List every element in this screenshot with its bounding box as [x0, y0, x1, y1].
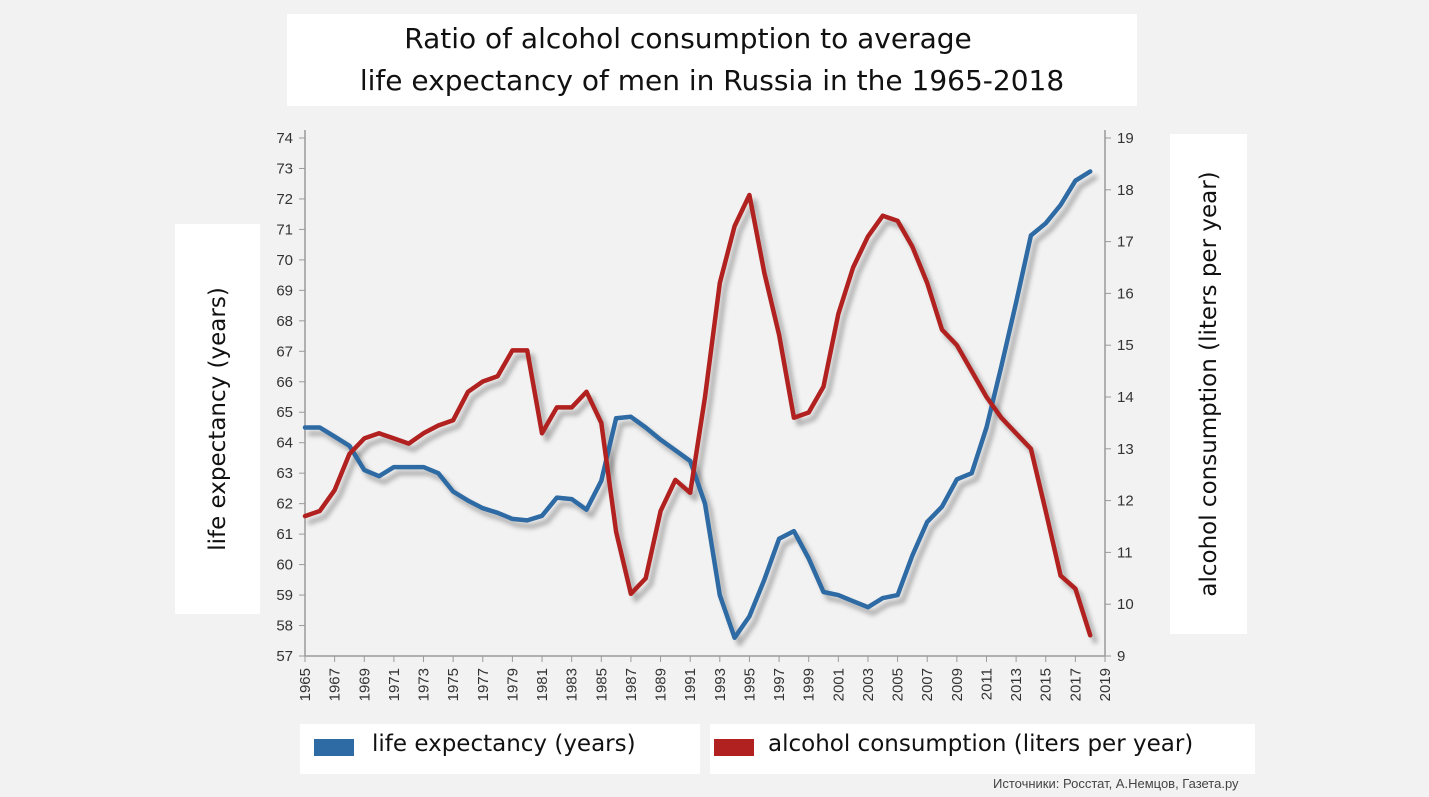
y-left-tick-label: 69: [276, 282, 293, 299]
y-right-tick-label: 9: [1117, 648, 1125, 665]
y-axis-left-label-box: life expectancy (years): [175, 224, 260, 614]
x-tick-label: 1979: [504, 668, 521, 701]
y-right-tick-label: 16: [1117, 285, 1134, 302]
x-tick-label: 2017: [1067, 668, 1084, 701]
alcohol-consumption-line: [302, 192, 1093, 638]
y-left-tick-label: 60: [276, 557, 293, 574]
y-left-tick-label: 59: [276, 587, 293, 604]
y-right-tick-label: 17: [1117, 234, 1134, 251]
x-tick-label: 1997: [771, 668, 788, 701]
legend-swatch-life-expectancy: [314, 739, 354, 756]
y-left-tick-label: 71: [276, 221, 293, 238]
y-axis-right-label: alcohol consumption (liters per year): [1195, 171, 1222, 597]
x-tick-label: 1985: [593, 668, 610, 701]
y-left-tick-label: 63: [276, 465, 293, 482]
x-tick-label: 1969: [356, 668, 373, 701]
y-right-tick-label: 15: [1117, 337, 1134, 354]
y-axis-left-label: life expectancy (years): [204, 287, 231, 551]
source-note: Источники: Росстат, А.Немцов, Газета.ру: [993, 776, 1239, 791]
life-expectancy-line: [302, 169, 1093, 640]
axes: 57 58 59 60 61 62 63 64 65 66 67 68 69 70 71 72 73 74 9 10 1…: [276, 130, 1134, 701]
x-tick-label: 1971: [386, 668, 403, 701]
x-tick-label: 1993: [712, 668, 729, 701]
chart-title-line-2: life expectancy of men in Russia in the …: [359, 64, 1065, 97]
x-tick-label: 1987: [623, 668, 640, 701]
legend-item-alcohol-consumption: alcohol consumption (liters per year): [710, 724, 1255, 774]
y-right-tick-label: 10: [1117, 596, 1134, 613]
x-tick-label: 1995: [741, 668, 758, 701]
legend-label-alcohol-consumption: alcohol consumption (liters per year): [768, 731, 1194, 757]
x-tick-label: 1989: [653, 668, 670, 701]
y-left-tick-label: 72: [276, 191, 293, 208]
y-left-tick-label: 74: [276, 130, 293, 147]
x-tick-label: 2007: [919, 668, 936, 701]
y-left-tick-label: 61: [276, 526, 293, 543]
x-tick-label: 2015: [1038, 668, 1055, 701]
legend-swatch-alcohol-consumption: [714, 739, 754, 756]
x-tick-label: 1973: [416, 668, 433, 701]
y-right-tick-label: 14: [1117, 389, 1134, 406]
x-tick-label: 1981: [534, 668, 551, 701]
y-left-tick-label: 62: [276, 496, 293, 513]
y-left-tick-label: 73: [276, 160, 293, 177]
x-tick-label: 1983: [564, 668, 581, 701]
x-tick-label: 1975: [445, 668, 462, 701]
y-right-tick-label: 11: [1117, 544, 1133, 561]
x-tick-label: 1999: [801, 668, 818, 701]
x-tick-label: 1965: [297, 668, 314, 701]
x-tick-label: 1977: [475, 668, 492, 701]
y-axis-right-label-box: alcohol consumption (liters per year): [1170, 134, 1247, 634]
legend-label-life-expectancy: life expectancy (years): [372, 731, 636, 757]
y-left-tick-label: 68: [276, 313, 293, 330]
chart-title: Ratio of alcohol consumption to average …: [287, 14, 1137, 106]
x-tick-label: 2009: [949, 668, 966, 701]
y-left-tick-label: 66: [276, 374, 293, 391]
x-tick-label: 2001: [830, 668, 847, 701]
x-tick-label: 2005: [890, 668, 907, 701]
y-left-tick-label: 67: [276, 343, 293, 360]
x-tick-label: 1967: [327, 668, 344, 701]
x-tick-label: 2013: [1008, 668, 1025, 701]
x-tick-label: 2019: [1097, 668, 1114, 701]
x-tick-label: 2003: [860, 668, 877, 701]
y-left-tick-label: 57: [276, 648, 293, 665]
y-right-tick-label: 13: [1117, 441, 1134, 458]
y-right-tick-label: 12: [1117, 493, 1134, 510]
x-tick-label: 1991: [682, 668, 699, 701]
chart-title-line-1: Ratio of alcohol consumption to average: [404, 22, 972, 55]
y-left-tick-label: 58: [276, 618, 293, 635]
y-left-tick-label: 70: [276, 252, 293, 269]
y-left-tick-label: 64: [276, 435, 293, 452]
y-right-tick-label: 19: [1117, 130, 1134, 147]
series-lines: [302, 169, 1093, 640]
y-right-tick-label: 18: [1117, 182, 1134, 199]
y-left-tick-label: 65: [276, 404, 293, 421]
x-tick-label: 2011: [978, 668, 995, 700]
legend-item-life-expectancy: life expectancy (years): [300, 724, 700, 774]
